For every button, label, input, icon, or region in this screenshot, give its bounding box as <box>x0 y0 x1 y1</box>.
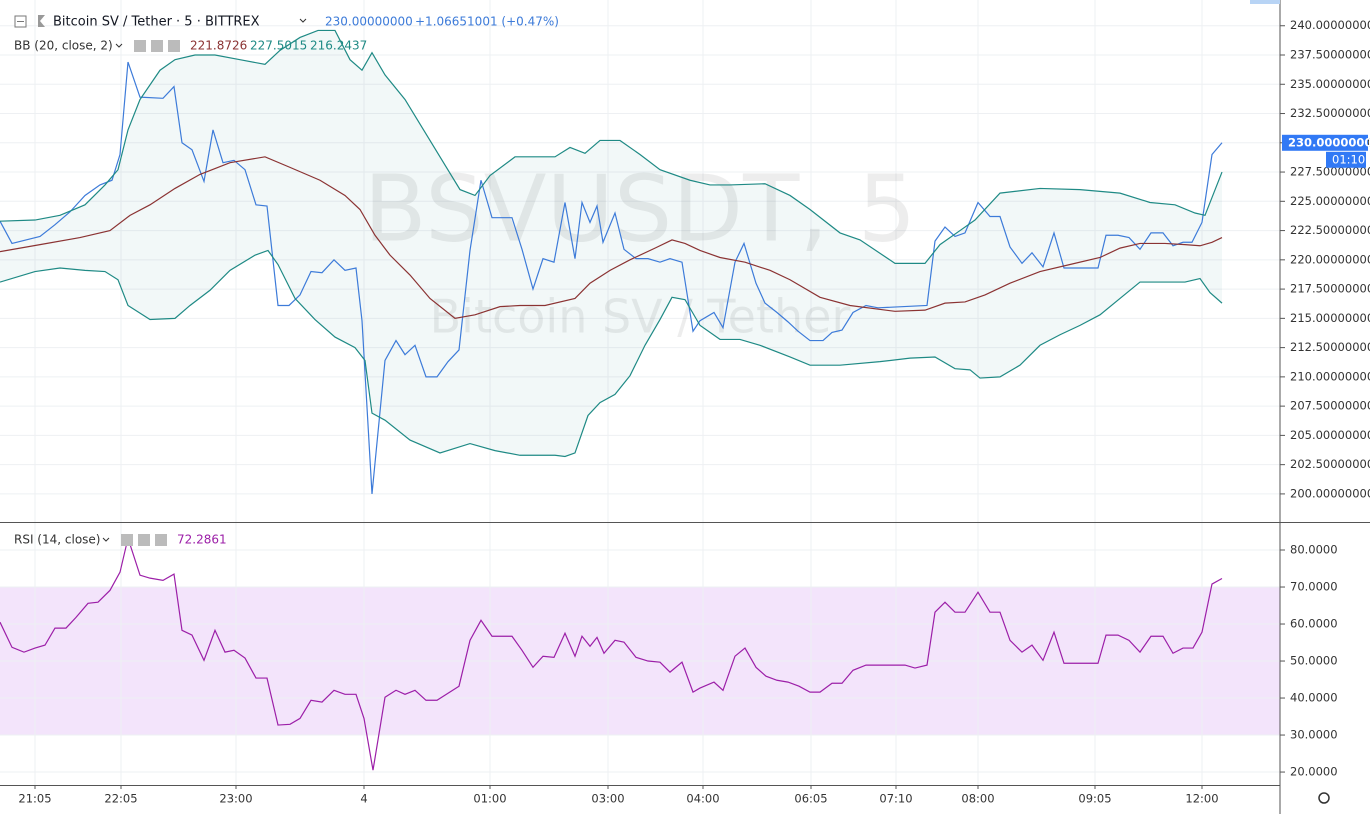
x-tick-label: 4 <box>360 792 367 806</box>
flag-icon <box>38 15 45 27</box>
dropdown-icon <box>102 537 110 542</box>
y-tick-label: 202.50000000 <box>1290 457 1370 471</box>
rsi-legend[interactable]: RSI (14, close) <box>14 533 100 547</box>
visibility-button[interactable] <box>121 534 133 546</box>
underlay <box>0 0 1280 785</box>
last-price-box <box>1282 134 1368 151</box>
bb-upper-value: 227.5015 <box>250 39 307 53</box>
series-line <box>0 535 1223 771</box>
y-tick-label: 220.00000000 <box>1290 252 1370 266</box>
y-tick-label: 70.0000 <box>1290 580 1338 594</box>
x-tick-label: 09:05 <box>1078 792 1111 806</box>
y-tick-label: 210.00000000 <box>1290 369 1370 383</box>
rsi-value: 72.2861 <box>177 533 227 547</box>
x-tick-label: 23:00 <box>219 792 252 806</box>
x-tick-label: 03:00 <box>591 792 624 806</box>
series-line <box>0 249 1223 458</box>
x-tick-label: 07:10 <box>879 792 912 806</box>
y-tick-label: 40.0000 <box>1290 691 1338 705</box>
y-tick-label: 222.50000000 <box>1290 223 1370 237</box>
series-line <box>0 29 1223 264</box>
y-tick-label: 200.00000000 <box>1290 486 1370 500</box>
y-tick-label: 217.50000000 <box>1290 282 1370 296</box>
settings-button[interactable] <box>151 40 163 52</box>
y-tick-label: 225.00000000 <box>1290 194 1370 208</box>
x-tick-label: 04:00 <box>686 792 719 806</box>
watermark: BSVUSDT, 5 <box>364 155 917 262</box>
settings-button[interactable] <box>138 534 150 546</box>
scroll-marker <box>1250 0 1280 4</box>
y-tick-label: 50.0000 <box>1290 654 1338 668</box>
y-tick-label: 20.0000 <box>1290 765 1338 779</box>
x-tick-label: 12:00 <box>1185 792 1218 806</box>
marks: 200.00000000 202.50000000 205.00000000 207.… <box>0 18 1370 806</box>
y-tick-label: 235.00000000 <box>1290 77 1370 91</box>
band-fill <box>0 30 1222 457</box>
y-tick-label: 237.50000000 <box>1290 48 1370 62</box>
x-tick-label: 21:05 <box>18 792 51 806</box>
x-tick-label: 01:00 <box>473 792 506 806</box>
watermark-sub: Bitcoin SV / Tether <box>430 290 851 344</box>
visibility-button[interactable] <box>134 40 146 52</box>
y-tick-label: 232.50000000 <box>1290 106 1370 120</box>
series-line <box>0 156 1223 319</box>
x-tick-label: 08:00 <box>961 792 994 806</box>
symbol-title[interactable]: Bitcoin SV / Tether · 5 · BITTREX <box>53 15 260 30</box>
y-tick-label: 80.0000 <box>1290 543 1338 557</box>
y-tick-label: 212.50000000 <box>1290 340 1370 354</box>
remove-button[interactable] <box>168 40 180 52</box>
price-change: +1.06651001 (+0.47%) <box>415 15 559 29</box>
y-tick-label: 227.50000000 <box>1290 165 1370 179</box>
settings-gear[interactable] <box>1318 792 1330 804</box>
bb-basis-value: 221.8726 <box>190 39 247 53</box>
dropdown-icon <box>299 18 307 23</box>
y-tick-label: 60.0000 <box>1290 617 1338 631</box>
x-tick-label: 06:05 <box>794 792 827 806</box>
dropdown-icon <box>115 43 123 48</box>
bb-legend[interactable]: BB (20, close, 2) <box>14 39 113 53</box>
remove-button[interactable] <box>155 534 167 546</box>
countdown-box <box>1326 151 1366 168</box>
y-tick-label: 30.0000 <box>1290 728 1338 742</box>
y-tick-label: 240.00000000 <box>1290 18 1370 32</box>
price: 230.00000000 <box>325 15 413 29</box>
x-tick-label: 22:05 <box>104 792 137 806</box>
y-tick-label: 215.00000000 <box>1290 311 1370 325</box>
y-tick-label: 207.50000000 <box>1290 399 1370 413</box>
countdown-label: 01:10 <box>1332 152 1365 166</box>
y-tick-label: 205.00000000 <box>1290 428 1370 442</box>
series-line <box>0 61 1223 494</box>
bb-lower-value: 216.2437 <box>310 39 367 53</box>
last-price-label: 230.00000000 <box>1288 135 1370 149</box>
